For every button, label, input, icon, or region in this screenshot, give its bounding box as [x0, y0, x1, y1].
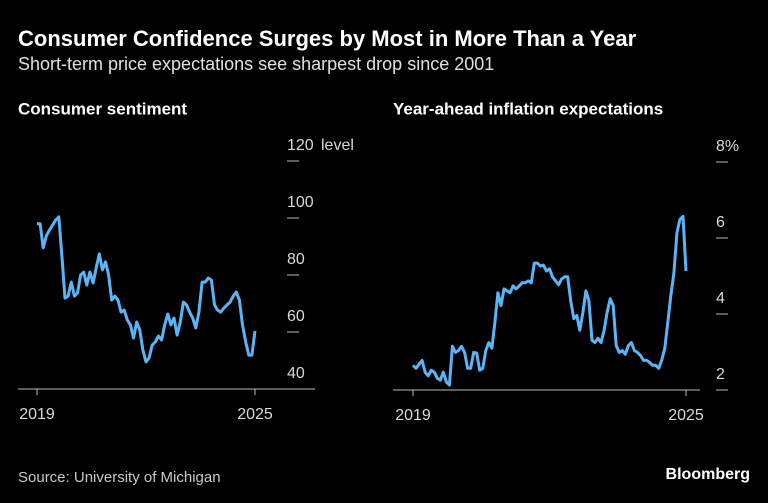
- x-tick-label: 2025: [668, 407, 704, 424]
- y-tick-label: 4: [716, 290, 725, 307]
- y-tick-label: 80: [287, 251, 305, 268]
- data-line: [411, 214, 688, 387]
- x-tick-label: 2025: [237, 406, 273, 423]
- y-tick-label: 8%: [716, 138, 739, 155]
- y-tick-label: 100: [287, 194, 314, 211]
- source: Source: University of Michigan: [18, 469, 221, 486]
- y-tick-label: 40: [287, 365, 305, 382]
- data-line: [37, 215, 257, 364]
- x-tick-label: 2019: [395, 407, 431, 424]
- panel-title: Consumer sentiment: [18, 99, 187, 118]
- panel-title: Year-ahead inflation expectations: [393, 99, 663, 118]
- y-tick-label: 120: [287, 137, 314, 154]
- x-tick-label: 2019: [19, 406, 55, 423]
- y-unit: level: [321, 137, 354, 154]
- y-tick-label: 6: [716, 214, 725, 231]
- brand: Bloomberg: [666, 466, 750, 483]
- y-tick-label: 60: [287, 308, 305, 325]
- y-tick-label: 2: [716, 366, 725, 383]
- chart-subtitle: Short-term price expectations see sharpe…: [18, 54, 494, 74]
- chart-title: Consumer Confidence Surges by Most in Mo…: [18, 26, 637, 51]
